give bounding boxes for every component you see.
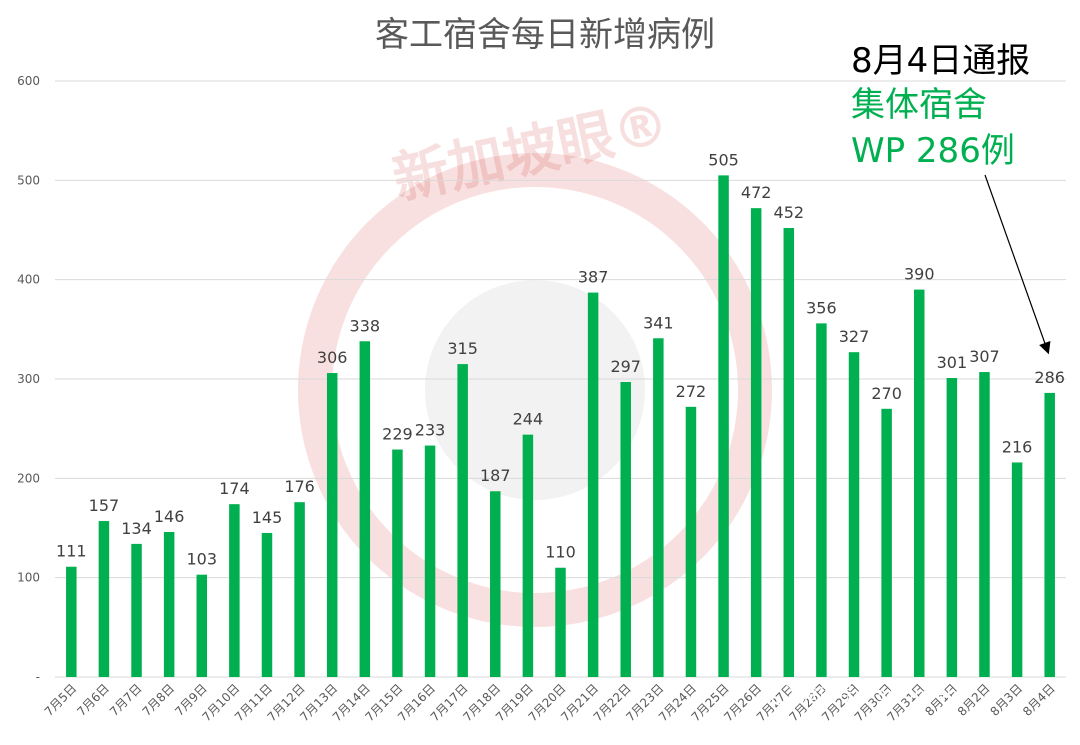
bar (392, 449, 403, 677)
data-label: 111 (56, 542, 87, 561)
bar (424, 445, 436, 677)
data-label: 176 (284, 477, 315, 496)
bar (685, 406, 697, 677)
data-label: 297 (610, 357, 641, 376)
y-axis-ticks: - 100 200 300 400 500 600 (17, 74, 40, 684)
annotation-line-3: WP 286例 (851, 131, 1015, 171)
data-label: 229 (382, 425, 413, 444)
x-tick-label: 8月3日 (988, 681, 1026, 719)
bar (783, 228, 795, 677)
data-label: 452 (774, 203, 805, 222)
bar (196, 574, 208, 677)
data-label: 233 (415, 421, 446, 440)
data-label: 315 (447, 339, 478, 358)
y-tick-label: 600 (17, 74, 40, 88)
data-label: 146 (154, 507, 185, 526)
bar (163, 531, 175, 677)
y-tick-label: 100 (17, 571, 40, 585)
data-label: 110 (545, 543, 576, 562)
data-label: 174 (219, 479, 250, 498)
data-label: 356 (806, 298, 837, 317)
x-tick-label: 8月4日 (1020, 681, 1058, 719)
x-tick-label: 7月7日 (107, 681, 145, 719)
bar (587, 292, 599, 677)
data-label: 187 (480, 466, 511, 485)
x-tick-label: 7月6日 (74, 681, 112, 719)
bar (881, 408, 892, 677)
data-label: 286 (1034, 368, 1065, 387)
bar (848, 352, 860, 677)
bar (229, 504, 240, 677)
x-tick-label: 7月8日 (140, 681, 178, 719)
bar (1044, 392, 1055, 677)
data-label: 270 (871, 384, 902, 403)
y-tick-label: 400 (17, 273, 40, 287)
bar (294, 502, 305, 677)
annotation-line-2: 集体宿舍 (851, 85, 987, 125)
y-tick-label: 300 (17, 372, 40, 386)
bar (718, 175, 729, 677)
bars (66, 175, 1055, 677)
y-tick-label: - (36, 670, 40, 684)
wechat-icon (770, 682, 794, 706)
bar (522, 434, 534, 677)
y-tick-label: 500 (17, 173, 40, 187)
bar (261, 532, 273, 677)
data-label: 244 (513, 410, 544, 429)
data-label: 103 (186, 550, 217, 569)
bar (946, 378, 958, 677)
wechat-id: 微信号: kanxinjiapo (800, 684, 969, 705)
data-label: 341 (643, 313, 674, 332)
chart-title: 客工宿舍每日新增病例 (375, 15, 715, 55)
data-label: 472 (741, 183, 772, 202)
bar (620, 381, 631, 677)
data-label: 145 (252, 508, 283, 527)
x-tick-label: 7月5日 (42, 681, 80, 719)
data-label: 306 (317, 348, 348, 367)
bar (913, 289, 925, 677)
data-label: 301 (937, 353, 968, 372)
bar (816, 323, 827, 677)
bar (979, 372, 990, 677)
bar (653, 338, 664, 677)
bar (359, 341, 371, 677)
bar (750, 208, 762, 677)
data-label: 216 (1002, 437, 1033, 456)
data-label: 338 (350, 316, 381, 335)
data-label: 387 (578, 268, 609, 287)
wechat-watermark: 微信号: kanxinjiapo (770, 682, 969, 706)
bar (457, 364, 468, 677)
data-label: 134 (121, 519, 152, 538)
data-label: 157 (89, 496, 120, 515)
bar (326, 373, 338, 677)
annotation: 8月4日通报 集体宿舍 WP 286例 (851, 41, 1051, 355)
data-label: 505 (708, 150, 739, 169)
bar (66, 566, 77, 677)
bar (1011, 462, 1023, 677)
bar (555, 567, 566, 677)
bar (131, 543, 142, 677)
data-label: 327 (839, 327, 870, 346)
bar (98, 521, 110, 677)
data-label: 390 (904, 265, 935, 284)
data-label: 307 (969, 347, 1000, 366)
bar (490, 491, 501, 677)
gridlines (55, 80, 1066, 678)
data-label: 272 (676, 382, 707, 401)
annotation-line-1: 8月4日通报 (851, 41, 1030, 81)
annotation-arrow-icon (984, 174, 1051, 355)
y-tick-label: 200 (17, 471, 40, 485)
